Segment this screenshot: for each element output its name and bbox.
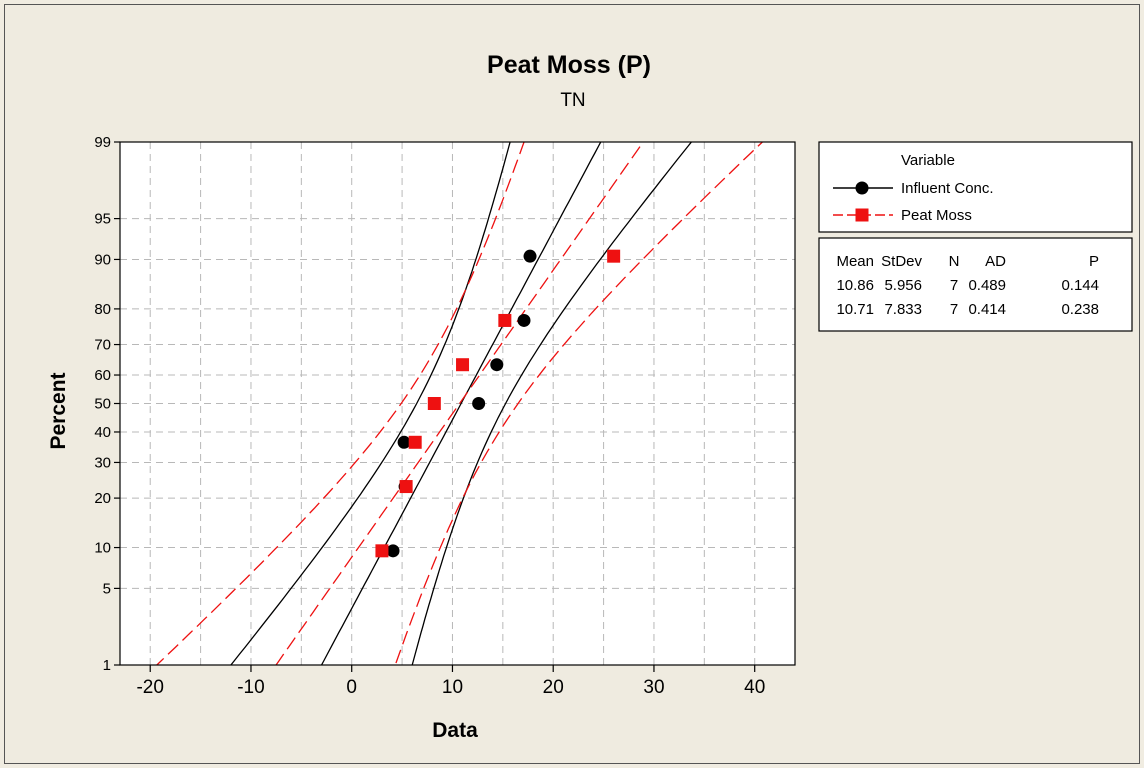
y-tick-label: 70	[94, 337, 111, 354]
series-1-fit-line	[320, 142, 602, 665]
probability-plot: Peat Moss (P) TN 15102030405060708090959…	[47, 51, 1133, 742]
x-tick-label: 0	[346, 677, 357, 698]
x-axis-label: Data	[432, 719, 478, 742]
y-tick-label: 60	[94, 367, 111, 384]
legend-marker	[855, 208, 869, 222]
series-1-point	[386, 544, 400, 558]
series-1-point	[472, 397, 486, 410]
series-1-point	[523, 249, 537, 263]
stats-cell: 5.956	[884, 277, 922, 294]
x-tick-label: -10	[237, 677, 264, 698]
legend: Variable Influent Conc. Peat Moss	[818, 141, 1133, 233]
y-tick-label: 10	[94, 540, 111, 557]
series-1-point	[490, 358, 504, 372]
data-points	[375, 249, 621, 558]
series-2-point	[399, 480, 413, 494]
y-tick-label: 50	[94, 396, 111, 413]
stats-header: AD	[985, 253, 1006, 270]
series-2-point	[427, 397, 441, 410]
stats-cell: 7	[950, 301, 958, 318]
legend-items: Influent Conc. Peat Moss	[833, 180, 994, 224]
x-tick-label: 20	[543, 677, 564, 698]
chart-title: Peat Moss (P)	[487, 51, 651, 79]
stats-cell: 0.414	[968, 301, 1006, 318]
series-2-point	[375, 544, 389, 558]
y-tick-label: 1	[103, 657, 111, 674]
series-2-point	[607, 249, 621, 263]
gridlines	[120, 142, 795, 665]
axes: 1 5 10 20 30 40 50 60 70 80 90 95 99 -20 -10 0 10 20 30 40	[94, 134, 765, 698]
series-2-point	[498, 313, 512, 327]
legend-label: Influent Conc.	[901, 180, 994, 197]
legend-box	[818, 141, 1133, 233]
stats-table: Mean StDev N AD P 10.86 5.956 7 0.489 0.144 10.71 7…	[818, 237, 1133, 332]
stats-cell: 0.489	[968, 277, 1006, 294]
series-2-fit-line	[275, 142, 645, 665]
fit-lines	[155, 142, 764, 665]
stats-cell: 0.144	[1061, 277, 1099, 294]
stats-cell: 7	[950, 277, 958, 294]
plot-area: 1 5 10 20 30 40 50 60 70 80 90 95 99 -20 -10 0 10 20 30 40	[94, 134, 796, 698]
y-tick-label: 40	[94, 424, 111, 441]
stats-box	[818, 237, 1133, 332]
series-2-point	[456, 358, 470, 372]
legend-label: Peat Moss	[901, 207, 972, 224]
series-2-ci-upper-line	[394, 142, 764, 665]
stats-cell: 10.71	[836, 301, 874, 318]
y-tick-label: 80	[94, 301, 111, 318]
stats-cell: 0.238	[1061, 301, 1099, 318]
series-2-ci-lower-line	[155, 142, 525, 665]
y-tick-label: 99	[94, 134, 111, 151]
x-tick-label: 40	[744, 677, 765, 698]
chart-subtitle: TN	[560, 90, 585, 111]
series-1-ci-upper-line	[411, 142, 693, 665]
y-tick-label: 5	[103, 580, 111, 597]
y-tick-label: 20	[94, 490, 111, 507]
series-1-point	[397, 435, 411, 449]
stats-header: StDev	[881, 253, 922, 270]
x-tick-label: 30	[643, 677, 664, 698]
x-tick-label: 10	[442, 677, 463, 698]
stats-cells: Mean StDev N AD P 10.86 5.956 7 0.489 0.144 10.71 7…	[836, 253, 1099, 318]
stats-header: P	[1089, 253, 1099, 270]
legend-title: Variable	[901, 152, 955, 169]
series-1-ci-lower-line	[230, 142, 511, 665]
y-tick-label: 90	[94, 251, 111, 268]
stats-cell: 7.833	[884, 301, 922, 318]
stats-header: N	[949, 253, 960, 270]
y-tick-label: 30	[94, 454, 111, 471]
series-2-point	[408, 435, 422, 449]
x-tick-label: -20	[136, 677, 163, 698]
y-axis-label: Percent	[47, 372, 70, 449]
y-tick-label: 95	[94, 211, 111, 228]
stats-header: Mean	[836, 253, 874, 270]
stats-cell: 10.86	[836, 277, 874, 294]
chart-frame: Peat Moss (P) TN 1 5 10 20 30 40 50 60 70 80 90 95 9…	[4, 4, 1140, 764]
series-1-point	[517, 313, 531, 327]
legend-marker	[855, 181, 869, 195]
